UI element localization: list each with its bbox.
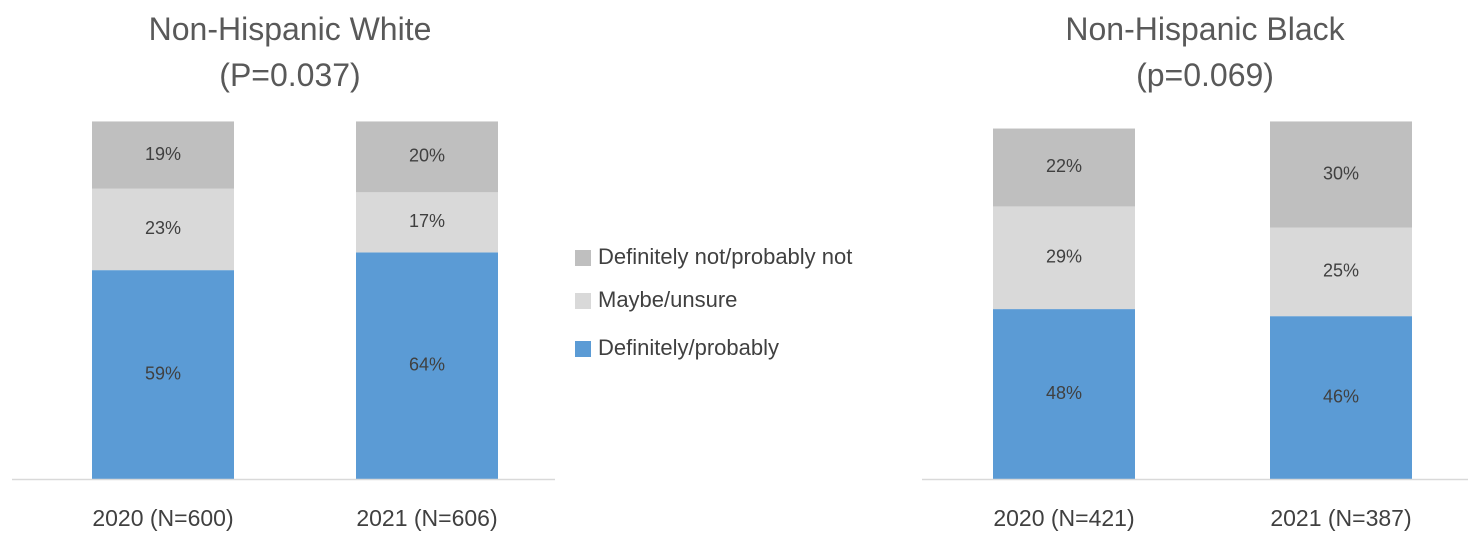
data-label: 25% (1323, 261, 1359, 281)
bar-segment (92, 121, 234, 189)
data-label: 48% (1046, 383, 1082, 403)
chart-panel-non-hispanic-black: Non-Hispanic Black (p=0.069) 48% 29% 22% 2020… (922, 11, 1468, 531)
data-label: 46% (1323, 386, 1359, 406)
legend-label: Maybe/unsure (598, 287, 737, 312)
data-label: 19% (145, 144, 181, 164)
chart-title: Non-Hispanic White (149, 11, 432, 47)
data-label: 64% (409, 354, 445, 374)
bar-segment (92, 188, 234, 271)
bar-segment (356, 252, 498, 479)
data-label: 22% (1046, 156, 1082, 176)
data-label: 23% (145, 218, 181, 238)
bar-segment (993, 128, 1135, 207)
legend-label: Definitely not/probably not (598, 244, 852, 269)
chart-panel-non-hispanic-white: Non-Hispanic White (P=0.037) 59% 23% 19% 2020… (12, 11, 555, 531)
bar-segment (1270, 316, 1412, 479)
data-label: 29% (1046, 247, 1082, 267)
x-tick-label: 2021 (N=387) (1270, 505, 1411, 531)
bar-segment (1270, 227, 1412, 317)
bar-segment (356, 121, 498, 193)
x-tick-label: 2020 (N=421) (993, 505, 1134, 531)
legend-swatch (575, 341, 591, 357)
x-tick-label: 2020 (N=600) (92, 505, 233, 531)
bar-segment (1270, 121, 1412, 228)
data-label: 20% (409, 146, 445, 166)
data-label: 17% (409, 211, 445, 231)
chart-legend: Definitely not/probably not Maybe/unsure D… (575, 244, 852, 360)
bar-segment (356, 192, 498, 253)
bar-segment (993, 309, 1135, 479)
bar-segment (92, 270, 234, 479)
legend-swatch (575, 250, 591, 266)
chart-title: Non-Hispanic Black (1065, 11, 1345, 47)
x-tick-label: 2021 (N=606) (356, 505, 497, 531)
legend-label: Definitely/probably (598, 335, 779, 360)
chart-title: (p=0.069) (1136, 57, 1274, 93)
bar-segment (993, 206, 1135, 310)
data-label: 30% (1323, 163, 1359, 183)
chart-title: (P=0.037) (219, 57, 360, 93)
data-label: 59% (145, 363, 181, 383)
legend-swatch (575, 293, 591, 309)
